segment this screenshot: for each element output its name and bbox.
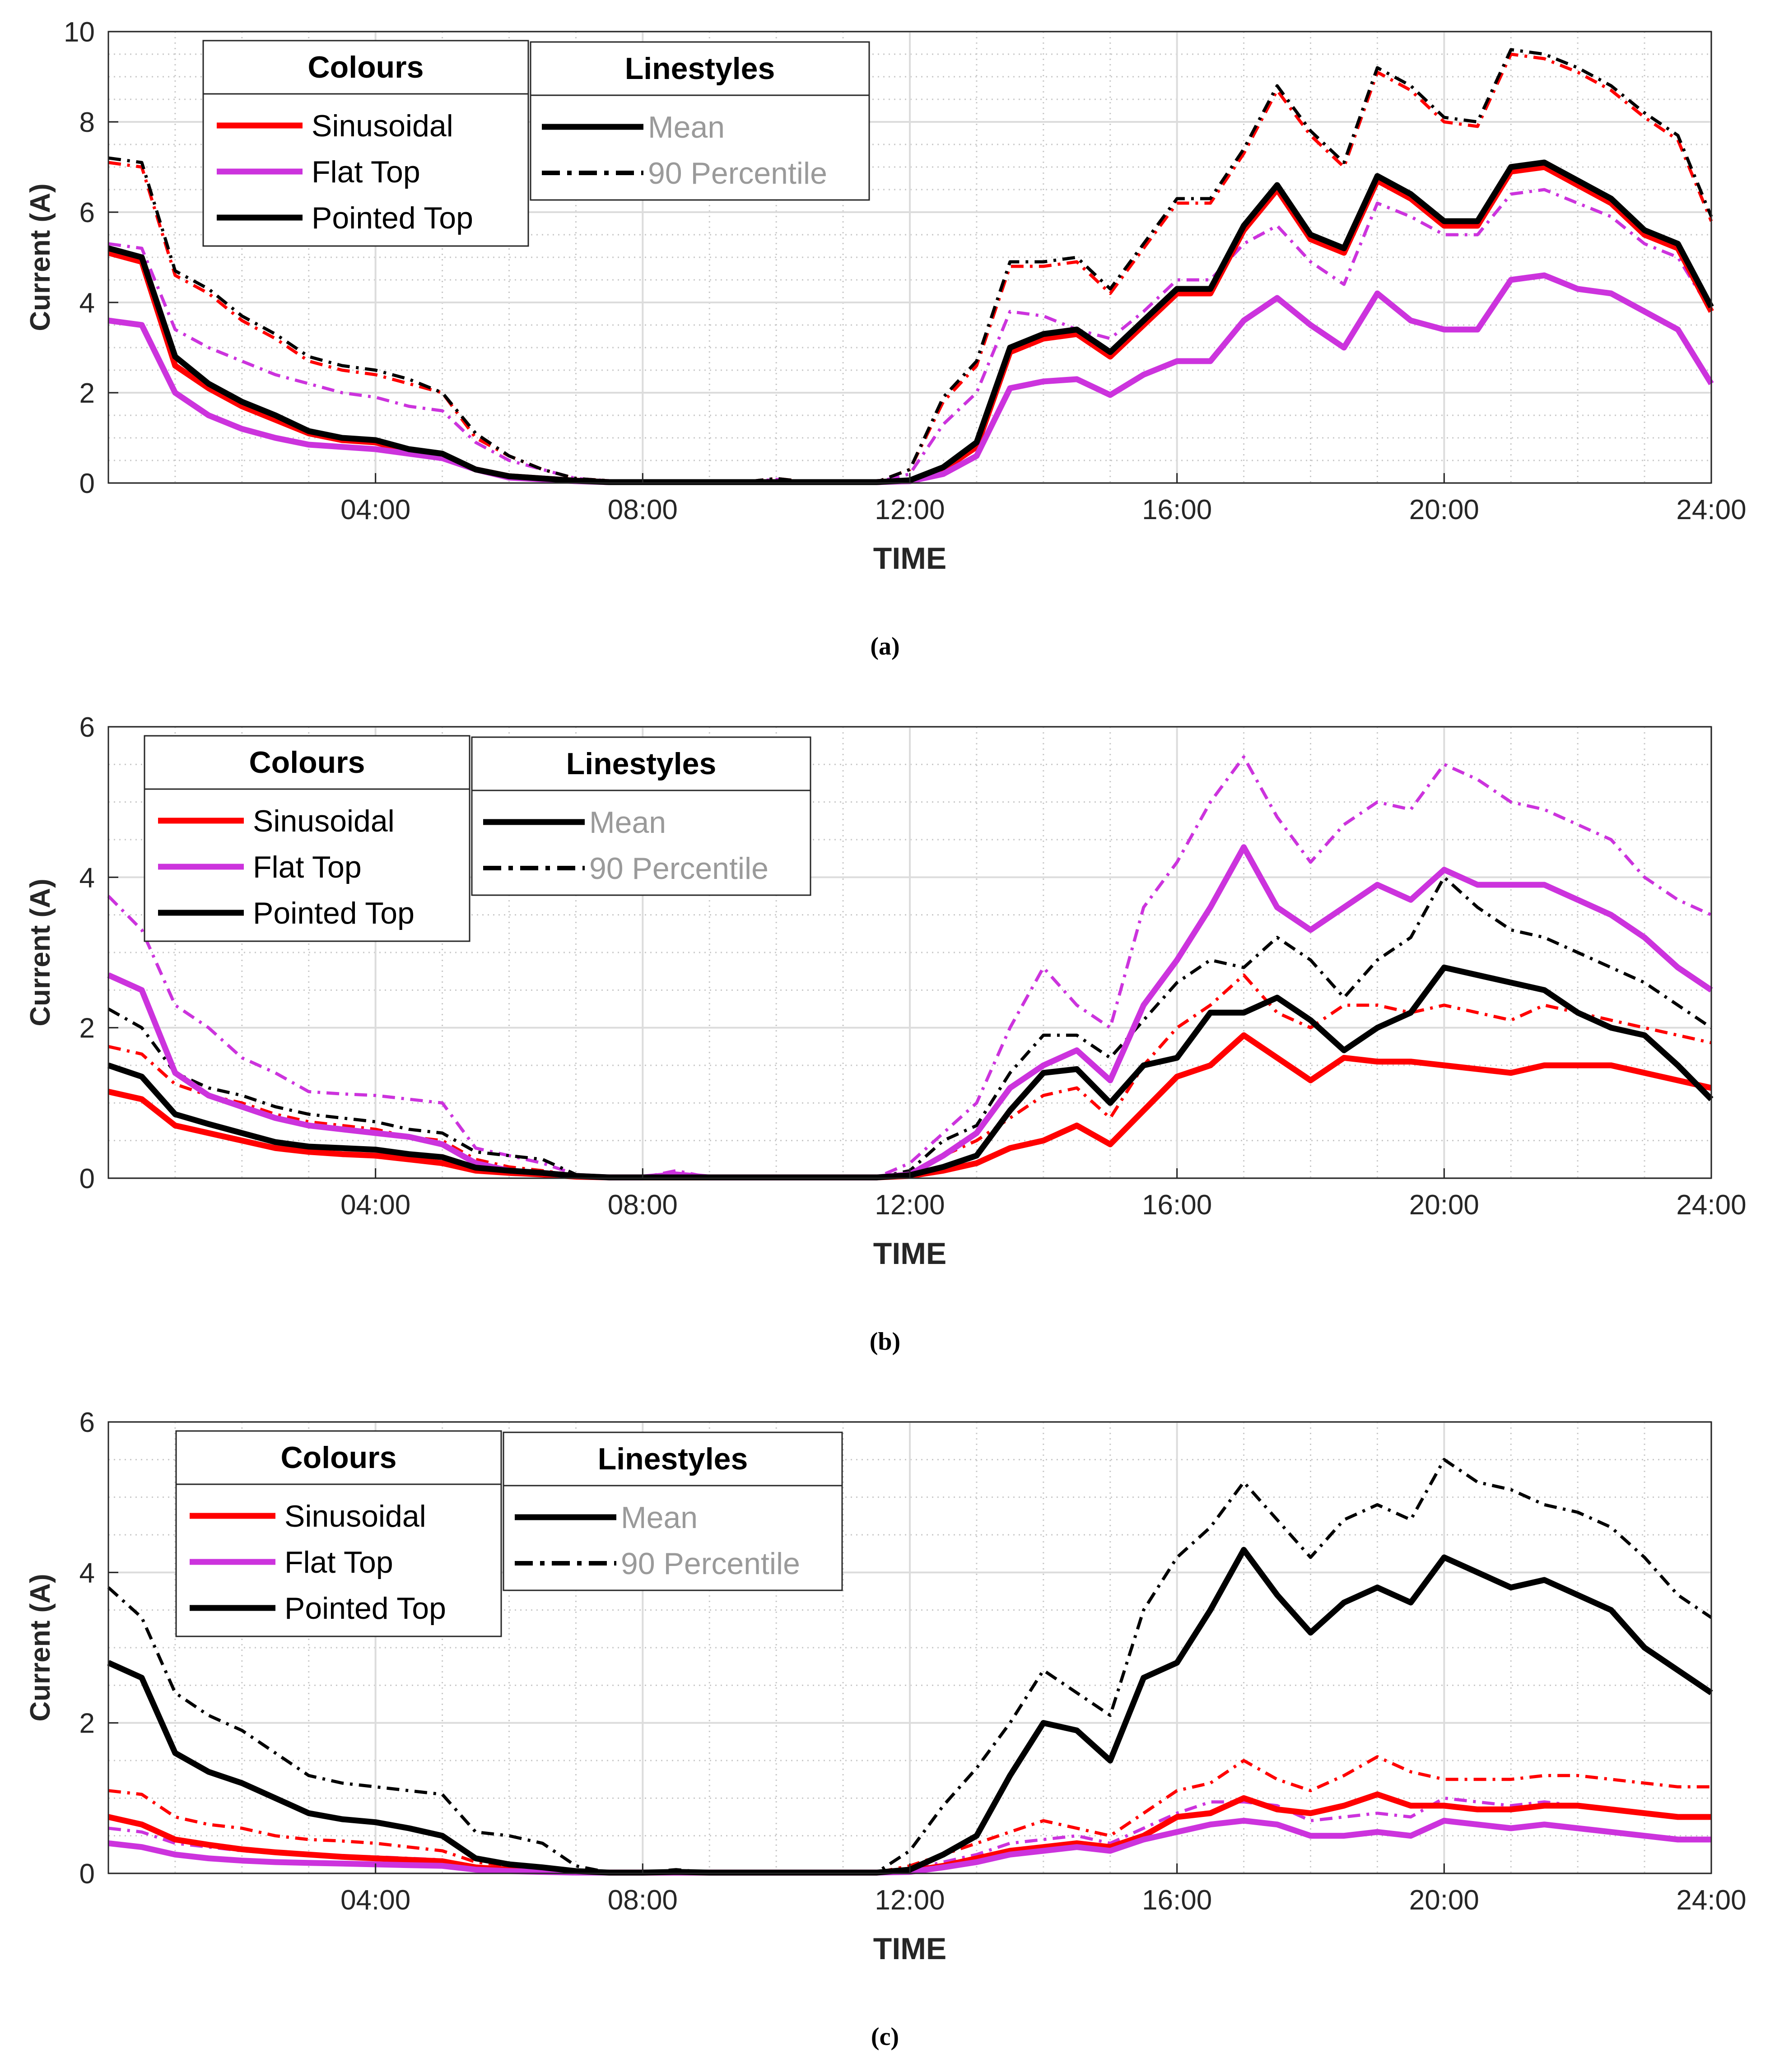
x-axis-label: TIME — [873, 1932, 946, 1966]
x-axis-label: TIME — [873, 1236, 946, 1271]
legend-linestyles: Linestyles Mean 90 Percentile — [503, 1431, 843, 1591]
legend-entry-label: Sinusoidal — [284, 1499, 426, 1533]
y-tick-label: 2 — [79, 1708, 95, 1739]
legend-entry-label: Pointed Top — [284, 1591, 446, 1626]
series-line-pointed-top-90-percentile — [108, 48, 1713, 484]
x-tick-label: 12:00 — [875, 494, 945, 525]
y-tick-label: 8 — [79, 107, 95, 138]
legend-colours-title: Colours — [308, 50, 424, 84]
legend-entry-label: Mean — [589, 805, 666, 840]
caption-b: (b) — [869, 1328, 901, 1356]
legend-entry-label: Pointed Top — [253, 896, 415, 930]
legend-linestyles-title: Linestyles — [598, 1442, 748, 1476]
legend-colours-title: Colours — [281, 1440, 397, 1475]
legend-entry-label: 90 Percentile — [648, 156, 827, 190]
x-tick-label: 24:00 — [1676, 1885, 1746, 1916]
legend-linestyles-title: Linestyles — [625, 51, 775, 86]
legend-entry-label: Mean — [621, 1501, 698, 1535]
chart-panel-a: 04:00 08:00 12:00 16:00 20:00 24:00 0 2 4 6 8 10 TIM… — [0, 0, 1770, 677]
y-tick-label: 0 — [79, 1163, 95, 1194]
series-line-sinusoidal-90-percentile — [108, 52, 1713, 484]
y-tick-label: 4 — [79, 288, 95, 319]
y-tick-label: 10 — [64, 17, 95, 48]
caption-c: (c) — [871, 2023, 899, 2051]
legend-entry-label: Flat Top — [253, 850, 362, 884]
y-tick-label: 4 — [79, 862, 95, 893]
y-tick-label: 0 — [79, 468, 95, 499]
y-tick-label: 6 — [79, 1407, 95, 1438]
x-tick-label: 08:00 — [608, 494, 678, 525]
x-tick-label: 20:00 — [1409, 1885, 1479, 1916]
y-tick-label: 2 — [79, 1013, 95, 1044]
x-tick-label: 08:00 — [608, 1885, 678, 1916]
legend-entry-label: 90 Percentile — [621, 1547, 800, 1581]
series-line-sinusoidal-90-percentile — [108, 973, 1712, 1179]
legend-linestyles-title: Linestyles — [566, 747, 717, 781]
legend-entry-label: Sinusoidal — [312, 109, 453, 143]
series-line-pointed-top-90-percentile — [107, 1458, 1712, 1874]
x-tick-label: 04:00 — [340, 1189, 410, 1221]
x-tick-label: 12:00 — [875, 1885, 945, 1916]
y-axis-label: Current (A) — [25, 183, 56, 331]
x-tick-label: 16:00 — [1142, 1189, 1212, 1221]
x-tick-label: 12:00 — [875, 1189, 945, 1221]
legend-linestyles: Linestyles Mean 90 Percentile — [530, 41, 870, 201]
y-axis-label: Current (A) — [25, 1574, 56, 1721]
x-tick-label: 20:00 — [1409, 494, 1479, 525]
y-tick-label: 0 — [79, 1858, 95, 1890]
legend-entry-label: Flat Top — [312, 155, 420, 189]
legend-colours: Colours Sinusoidal Flat Top Pointed Top — [202, 40, 529, 247]
legend-colours-title: Colours — [249, 745, 365, 780]
x-tick-label: 24:00 — [1676, 494, 1746, 525]
legend-entry-label: Sinusoidal — [253, 804, 395, 838]
series-line-flat-top-90-percentile — [107, 755, 1712, 1179]
legend-colours: Colours Sinusoidal Flat Top Pointed Top — [144, 735, 470, 942]
legend-entry-label: Flat Top — [284, 1545, 393, 1580]
legend-colours: Colours Sinusoidal Flat Top Pointed Top — [175, 1430, 502, 1637]
x-tick-label: 04:00 — [340, 494, 410, 525]
chart-panel-b: 04:00 08:00 12:00 16:00 20:00 24:00 0 2 4 6 TIME Cu… — [0, 695, 1770, 1372]
legend-box — [144, 735, 470, 942]
legend-box — [202, 40, 529, 247]
legend-entry-label: Mean — [648, 110, 725, 144]
x-tick-label: 20:00 — [1409, 1189, 1479, 1221]
y-tick-label: 2 — [79, 378, 95, 409]
chart-panel-c: 04:00 08:00 12:00 16:00 20:00 24:00 0 2 4 6 TIME Cu… — [0, 1390, 1770, 2067]
legend-box — [175, 1430, 502, 1637]
y-tick-label: 6 — [79, 712, 95, 743]
x-tick-label: 04:00 — [340, 1885, 410, 1916]
legend-entry-label: Pointed Top — [312, 201, 473, 235]
legend-linestyles: Linestyles Mean 90 Percentile — [471, 736, 811, 896]
chart-c-svg: 04:00 08:00 12:00 16:00 20:00 24:00 0 2 4 6 TIME Cu… — [25, 1407, 1747, 1966]
x-tick-label: 16:00 — [1142, 1885, 1212, 1916]
x-tick-label: 16:00 — [1142, 494, 1212, 525]
x-tick-label: 24:00 — [1676, 1189, 1746, 1221]
caption-a: (a) — [870, 632, 900, 660]
y-axis-label: Current (A) — [25, 878, 56, 1026]
chart-b-svg: 04:00 08:00 12:00 16:00 20:00 24:00 0 2 4 6 TIME Cu… — [25, 712, 1747, 1271]
y-tick-label: 4 — [79, 1557, 95, 1589]
x-tick-label: 08:00 — [608, 1189, 678, 1221]
chart-a-svg: 04:00 08:00 12:00 16:00 20:00 24:00 0 2 4 6 8 10 TIM… — [25, 17, 1747, 576]
x-axis-label: TIME — [873, 541, 946, 576]
legend-entry-label: 90 Percentile — [589, 851, 769, 886]
y-tick-label: 6 — [79, 197, 95, 228]
